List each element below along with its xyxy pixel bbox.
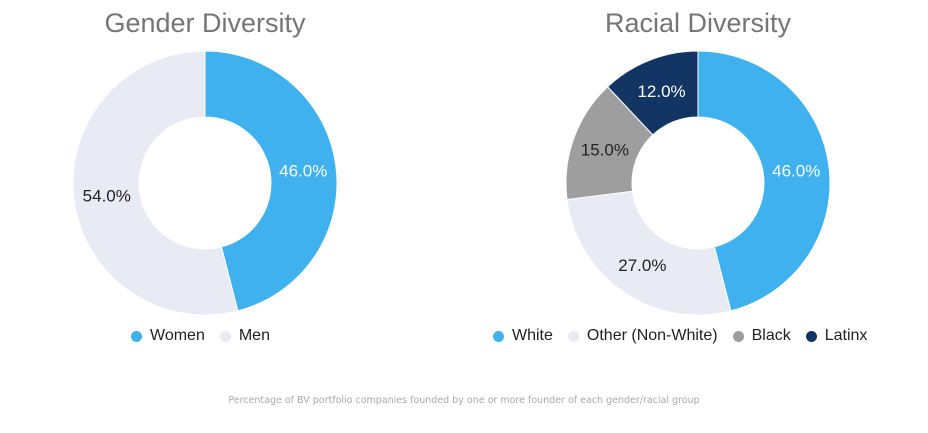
legend-item-white[interactable]: White: [493, 327, 553, 345]
legend-label: Women: [150, 327, 205, 344]
legend-item-women[interactable]: Women: [131, 327, 205, 345]
legend-dot-icon: [219, 330, 231, 342]
slice-value-label: 46.0%: [279, 162, 327, 181]
legend-item-latinx[interactable]: Latinx: [805, 327, 868, 345]
gender-legend: Women Men: [131, 327, 285, 345]
legend-item-other-non-white[interactable]: Other (Non-White): [567, 327, 718, 345]
slice-value-label: 15.0%: [581, 140, 629, 159]
slice-value-label: 54.0%: [83, 186, 131, 205]
donut-slice-other-non-white[interactable]: [566, 190, 732, 316]
chart-caption: Percentage of BV portfolio companies fou…: [228, 395, 700, 406]
legend-dot-icon: [493, 330, 504, 342]
legend-label: Black: [751, 327, 791, 344]
donut-slice-latinx[interactable]: [606, 50, 699, 136]
slice-value-label: 12.0%: [637, 82, 685, 101]
legend-label: White: [512, 327, 553, 344]
gender-chart-title: Gender Diversity: [104, 8, 306, 38]
donut-slice-men[interactable]: [72, 50, 239, 316]
legend-label: Other (Non-White): [586, 327, 718, 344]
gender-donut-chart: 46.0% 54.0%: [72, 50, 338, 316]
legend-dot-icon: [805, 330, 817, 342]
donut-slice-white[interactable]: [697, 50, 831, 312]
racial-legend: White Other (Non-White) Black Latinx: [493, 327, 882, 345]
legend-dot-icon: [131, 330, 142, 342]
legend-dot-icon: [732, 330, 744, 342]
racial-donut-chart: 46.0% 27.0% 15.0% 12.0%: [565, 50, 831, 316]
slice-value-label: 27.0%: [618, 256, 666, 275]
legend-dot-icon: [567, 330, 579, 342]
legend-item-men[interactable]: Men: [219, 327, 270, 345]
legend-label: Latinx: [824, 327, 868, 344]
racial-chart-title: Racial Diversity: [604, 8, 792, 38]
legend-label: Men: [238, 327, 270, 344]
slice-value-label: 46.0%: [772, 162, 820, 181]
donut-slice-women[interactable]: [204, 50, 338, 312]
legend-item-black[interactable]: Black: [732, 327, 791, 345]
